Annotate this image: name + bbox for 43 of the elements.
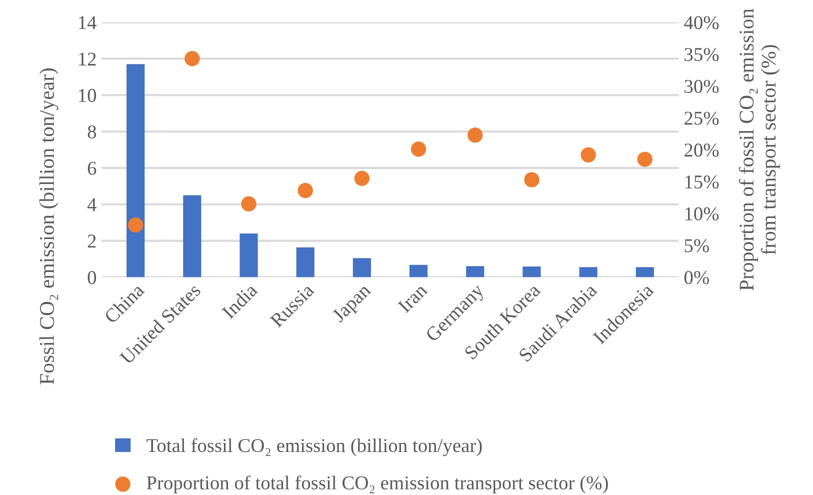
- bar: [636, 267, 654, 278]
- point: [184, 50, 200, 66]
- y2-axis-title: Proportion of fossil CO₂ emission from transport sector (%): [738, 8, 780, 291]
- y2-tick-label: 35%: [684, 48, 719, 62]
- y2-tick-label: 40%: [684, 16, 719, 30]
- bar: [466, 266, 484, 278]
- y2-tick-label: 25%: [684, 112, 719, 125]
- point: [298, 182, 313, 198]
- y-tick-label: 6: [88, 162, 96, 175]
- bar: [296, 247, 314, 278]
- y2-tick-label: 20%: [684, 144, 719, 157]
- point: [241, 196, 256, 212]
- x-tick-label: Iran: [397, 282, 428, 314]
- point: [468, 127, 483, 143]
- y2-tick-label: 10%: [685, 207, 719, 220]
- bar: [409, 264, 428, 278]
- y-tick-label: 8: [88, 125, 96, 138]
- y2-tick-label: 5%: [684, 239, 709, 252]
- point: [128, 217, 144, 233]
- point: [354, 170, 370, 186]
- bar: [126, 64, 145, 278]
- y-tick-label: 14: [79, 16, 96, 30]
- y2-tick-label: 15%: [685, 175, 719, 189]
- y2-tick-label: 0%: [684, 271, 709, 284]
- y-tick-label: 0: [88, 271, 96, 284]
- bar: [183, 195, 202, 278]
- legend-label: Proportion of total fossil CO₂ emission transport sector (%): [146, 476, 608, 494]
- point: [524, 172, 540, 188]
- legend-label: Total fossil CO₂ emission (billion ton/year): [146, 438, 482, 456]
- x-tick-label: India: [221, 282, 258, 320]
- bar: [240, 234, 258, 278]
- point: [580, 147, 596, 162]
- y2-tick-label: 30%: [684, 80, 719, 94]
- y-tick-label: 12: [79, 52, 96, 66]
- y-axis-title: Fossil CO₂ emission (billion ton/year): [39, 68, 58, 384]
- bar: [579, 267, 598, 278]
- point: [410, 141, 426, 157]
- y-tick-label: 10: [79, 88, 96, 102]
- y-tick-label: 2: [88, 234, 96, 248]
- y-tick-label: 4: [87, 198, 96, 212]
- point: [637, 152, 653, 167]
- bar: [352, 258, 371, 278]
- bar: [522, 266, 541, 278]
